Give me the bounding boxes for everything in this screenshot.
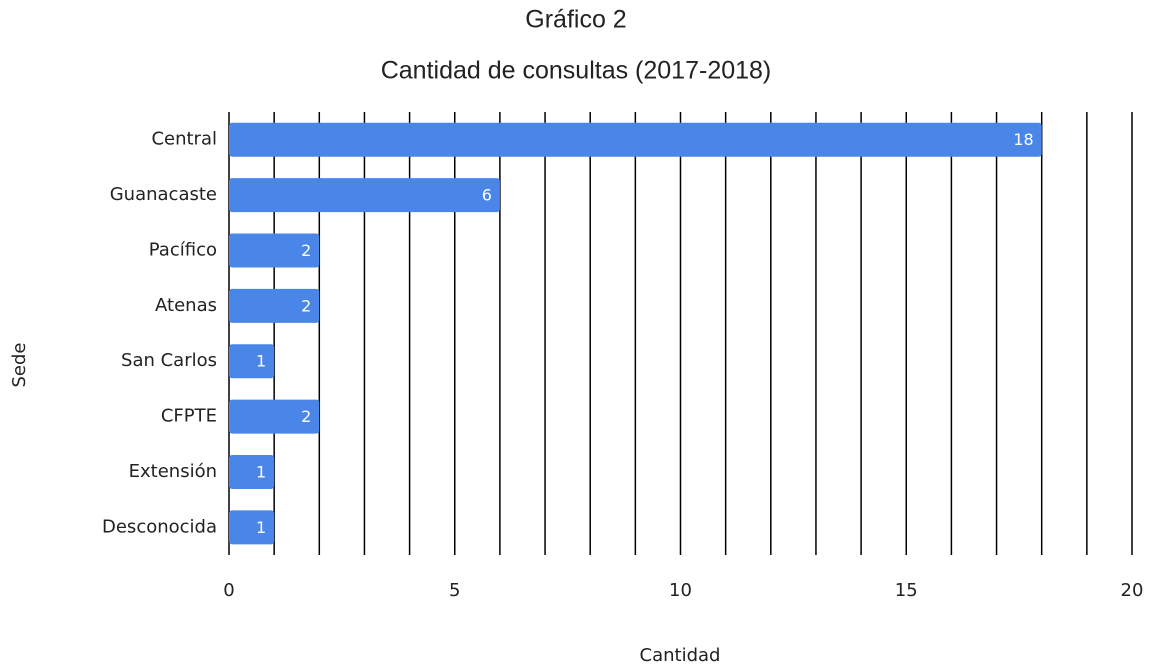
chart-subtitle: Cantidad de consultas (2017-2018) [381,57,772,85]
y-tick-label: Desconocida [102,516,217,537]
x-tick-label: 20 [1121,580,1144,601]
data-label: 1 [256,462,266,481]
y-tick-label: CFPTE [161,406,217,427]
x-tick-label: 0 [223,580,234,601]
data-label: 2 [301,241,311,260]
y-tick-label: Pacífico [149,239,217,260]
bar [229,233,320,268]
x-tick-label: 10 [669,580,692,601]
data-label: 18 [1013,130,1033,149]
data-label: 1 [256,352,266,371]
bar [229,399,320,434]
data-label: 1 [256,518,266,537]
x-tick-label: 5 [449,580,460,601]
data-label: 6 [482,186,492,205]
data-label: 2 [301,407,311,426]
y-axis-label: Sede [9,343,30,388]
bar [229,344,275,379]
y-tick-label: Atenas [155,295,217,316]
data-label: 2 [301,296,311,315]
x-tick-label: 15 [895,580,918,601]
bar [229,510,275,545]
bar [229,288,320,323]
y-tick-label: San Carlos [121,350,217,371]
chart-title: Gráfico 2 [525,6,626,34]
bar [229,454,275,489]
bar [229,122,1042,157]
y-tick-label: Extensión [129,461,217,482]
bar [229,178,500,213]
y-tick-label: Guanacaste [110,184,217,205]
x-axis-label: Cantidad [640,645,721,666]
y-tick-label: Central [151,129,217,150]
